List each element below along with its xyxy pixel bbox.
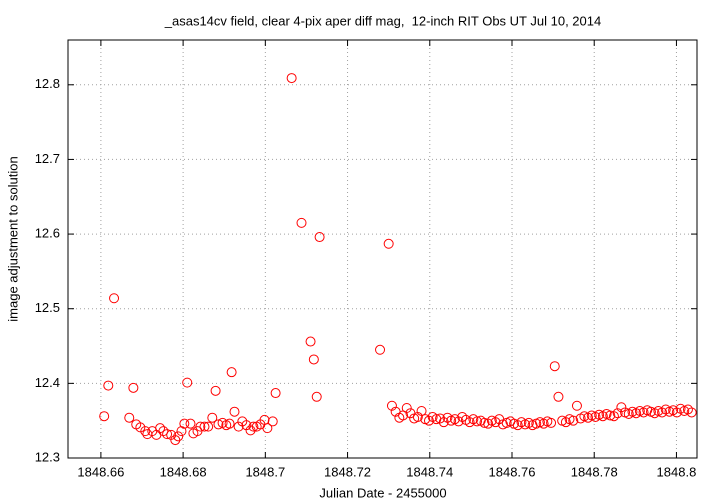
point [245,425,256,436]
x-tick-label: 1848.74 [406,464,453,479]
y-axis-label: image adjustment to solution [5,156,20,321]
x-tick-label: 1848.66 [77,464,124,479]
point [401,402,412,413]
point [553,391,564,402]
point [605,410,616,421]
x-tick-label: 1848.68 [160,464,207,479]
point [155,423,166,434]
point [179,418,190,429]
point [457,411,468,422]
point [608,411,619,422]
point [162,429,173,440]
x-tick-label: 1848.7 [245,464,285,479]
point [109,293,120,304]
point [512,420,523,431]
point [472,416,483,427]
x-tick-label: 1848.8 [657,464,697,479]
y-tick-label: 12.6 [35,226,60,241]
point [560,417,571,428]
point [128,382,139,393]
point [185,418,196,429]
point [99,411,110,422]
point [296,217,307,228]
point [308,354,319,365]
point [311,391,322,402]
point [173,431,184,442]
point [224,418,235,429]
y-tick-label: 12.7 [35,151,60,166]
point [435,413,446,424]
point [229,406,240,417]
point [305,336,316,347]
point [568,415,579,426]
point [226,367,237,378]
point [267,416,278,427]
point [314,232,325,243]
point [124,412,135,423]
y-tick-label: 12.3 [35,449,60,464]
point [546,417,557,428]
point [657,407,668,418]
point [479,417,490,428]
point [464,417,475,428]
point [412,411,423,422]
point [375,344,386,355]
x-tick-label: 1848.76 [489,464,536,479]
point [671,407,682,418]
point [213,419,224,430]
point [423,415,434,426]
point [203,421,214,432]
point [207,412,218,423]
y-tick-label: 12.8 [35,76,60,91]
point [442,412,453,423]
point [383,238,394,249]
point [182,377,193,388]
point [483,418,494,429]
x-tick-label: 1848.78 [571,464,618,479]
point [682,404,693,415]
point [549,361,560,372]
point [616,402,627,413]
plot-frame [67,39,698,459]
point [248,421,259,432]
x-axis-label: Julian Date - 2455000 [319,485,446,500]
point [233,421,244,432]
point [270,388,281,399]
chart-title: _asas14cv field, clear 4-pix aper diff m… [164,13,601,28]
point [286,73,297,84]
x-tick-label: 1848.72 [324,464,371,479]
point [210,385,221,396]
point [612,408,623,419]
point [431,414,442,425]
point [140,426,151,437]
point [170,435,181,446]
point [686,407,697,418]
point [262,423,273,434]
y-tick-label: 12.5 [35,300,60,315]
point [386,400,397,411]
point [571,400,582,411]
point [490,417,501,428]
point [416,405,427,416]
y-tick-label: 12.4 [35,375,60,390]
point [199,421,210,432]
point [195,421,206,432]
point [103,380,114,391]
point [176,426,187,437]
